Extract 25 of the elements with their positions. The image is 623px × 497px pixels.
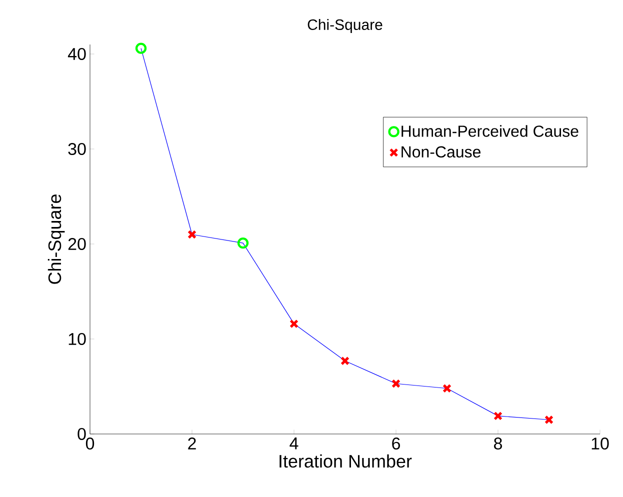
point — [544, 415, 554, 424]
point — [442, 384, 452, 393]
point — [135, 42, 147, 54]
x-tick-label: 10 — [592, 438, 609, 450]
y-axis-title: Chi-Square — [48, 194, 65, 284]
y-tick-label: 10 — [68, 332, 86, 346]
legend-label: Non-Cause — [402, 146, 481, 158]
point — [188, 230, 196, 239]
x-tick-label: 8 — [494, 438, 502, 450]
point — [494, 411, 502, 420]
y-tick-label: 20 — [68, 238, 86, 250]
x-tick-label: 0 — [86, 438, 94, 450]
x-tick-label: 6 — [392, 438, 400, 450]
chart-title: Chi-Square — [308, 18, 382, 33]
point — [290, 319, 298, 328]
x-tick-label: 2 — [188, 438, 196, 450]
point — [237, 237, 249, 249]
point — [340, 356, 350, 366]
y-tick-label: 0 — [78, 428, 86, 440]
x-tick-label: 4 — [290, 438, 298, 450]
y-tick-label: 40 — [68, 48, 86, 60]
point — [392, 379, 400, 388]
y-tick-label: 30 — [68, 142, 86, 156]
legend-label: Human-Perceived Cause — [402, 125, 578, 137]
x-axis-title: Iteration Number — [280, 454, 412, 468]
